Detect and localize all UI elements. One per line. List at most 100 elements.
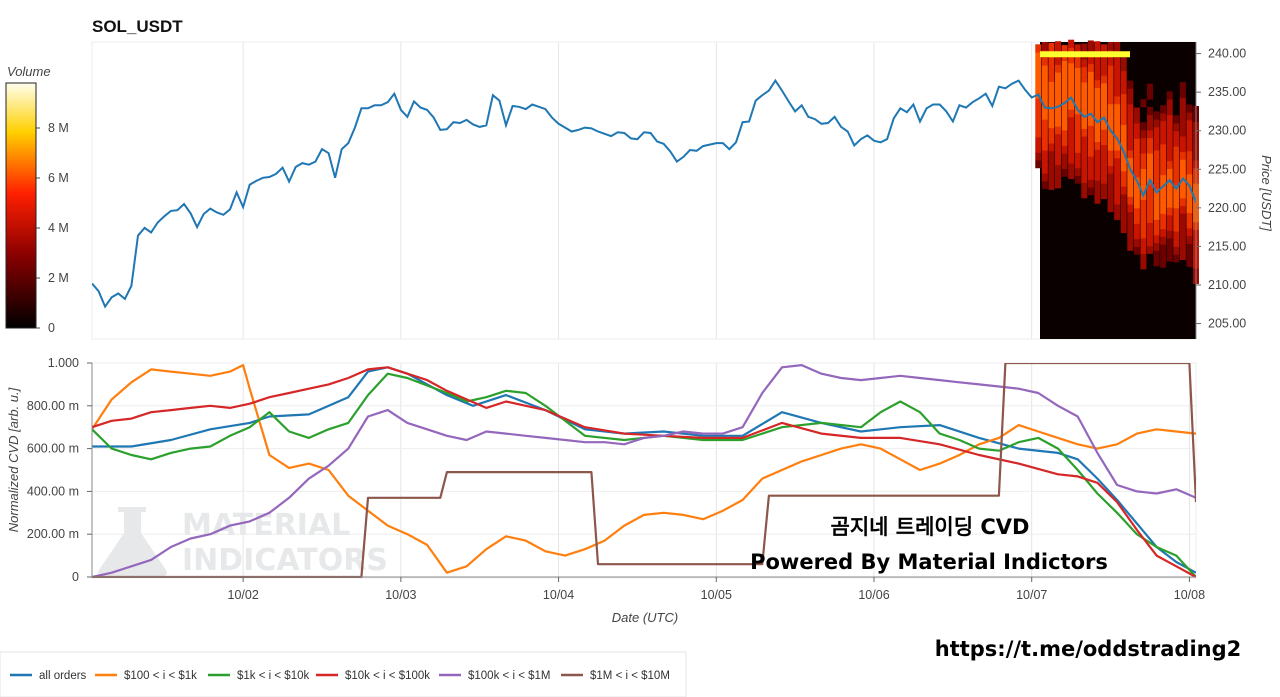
heatmap-cell xyxy=(1133,207,1140,217)
legend-label[interactable]: $1M < i < $10M xyxy=(590,670,670,682)
heatmap-cell xyxy=(1041,142,1048,151)
heatmap-cell xyxy=(1068,124,1075,133)
heatmap-cell xyxy=(1094,110,1101,119)
heatmap-cell xyxy=(1160,213,1167,222)
heatmap-cell xyxy=(1081,66,1088,75)
heatmap-cell xyxy=(1081,128,1088,137)
heatmap-cell xyxy=(1140,230,1147,239)
heatmap-cell xyxy=(1160,228,1167,237)
price-y-ticks: 205.00 210.00 215.00 220.00 225.00 230.00 235.… xyxy=(1195,42,1246,339)
heatmap-cell xyxy=(1094,79,1101,89)
x-ticks: 10/02 10/03 10/04 10/05 10/06 10/07 10/08 xyxy=(92,576,1205,602)
heatmap-cell xyxy=(1160,197,1167,207)
heatmap-cell xyxy=(1173,254,1180,263)
heatmap-cell xyxy=(1094,133,1101,143)
heatmap-cell xyxy=(1087,86,1094,95)
heatmap-cell xyxy=(1120,132,1127,141)
heatmap-cell xyxy=(1173,192,1180,201)
cvd-y-ticks: 0 200.00 m 400.00 m 600.00 m 800.00 m 1.000 xyxy=(27,356,93,584)
heatmap-cell xyxy=(1048,58,1055,67)
legend-label[interactable]: $10k < i < $100k xyxy=(345,670,430,682)
heatmap-cell xyxy=(1133,238,1140,247)
legend-label[interactable]: all orders xyxy=(39,670,87,682)
heatmap-cell xyxy=(1048,173,1055,183)
legend-label[interactable]: $100k < i < $1M xyxy=(468,670,550,682)
price-tick-label: 230.00 xyxy=(1208,124,1246,138)
heatmap-cell xyxy=(1048,112,1055,121)
cvd-line-1 xyxy=(92,364,1196,574)
heatmap-cell xyxy=(1101,152,1107,161)
heatmap-cell xyxy=(1186,204,1193,213)
heatmap-cell xyxy=(1087,187,1094,196)
heatmap-cell xyxy=(1087,148,1094,157)
heatmap-cell xyxy=(1133,123,1140,132)
heatmap-cell xyxy=(1094,187,1101,197)
heatmap-cell xyxy=(1186,258,1193,267)
heatmap-cell xyxy=(1094,141,1101,150)
heatmap-cell xyxy=(1048,127,1055,136)
heatmap-cell xyxy=(1041,111,1048,120)
heatmap-cell xyxy=(1173,207,1180,217)
heatmap-cell xyxy=(1153,134,1160,143)
heatmap-cell xyxy=(1114,72,1121,82)
heatmap-cell xyxy=(1101,98,1107,107)
heatmap-cell xyxy=(1127,111,1134,120)
heatmap-hot-band xyxy=(1040,51,1130,58)
heatmap-cell xyxy=(1153,211,1160,220)
heatmap-cell xyxy=(1035,152,1042,161)
heatmap-cell xyxy=(1068,116,1075,126)
heatmap-cell xyxy=(1035,82,1042,92)
legend-label[interactable]: $100 < i < $1k xyxy=(124,670,197,682)
heatmap-cell xyxy=(1107,196,1114,205)
heatmap-cell xyxy=(1186,220,1193,229)
heatmap-cell xyxy=(1140,237,1147,247)
heatmap-cell xyxy=(1055,72,1061,81)
heatmap-cell xyxy=(1153,219,1160,228)
heatmap-cell xyxy=(1179,143,1186,153)
legend-label[interactable]: $1k < i < $10k xyxy=(237,670,309,682)
heatmap-cell xyxy=(1107,165,1114,174)
heatmap-cell xyxy=(1094,172,1101,181)
heatmap-cell xyxy=(1074,113,1081,122)
heatmap-cell xyxy=(1147,114,1153,123)
heatmap-cell xyxy=(1120,201,1127,210)
heatmap-cell xyxy=(1107,180,1114,190)
heatmap-cell xyxy=(1087,102,1094,111)
heatmap-cell xyxy=(1127,142,1134,151)
heatmap-cell xyxy=(1061,106,1068,116)
heatmap-cell xyxy=(1074,175,1081,184)
heatmap-cell xyxy=(1035,113,1042,122)
heatmap-cell xyxy=(1140,137,1147,146)
heatmap-cell xyxy=(1140,122,1147,131)
heatmap-cell xyxy=(1114,88,1121,97)
heatmap-cell xyxy=(1127,204,1134,213)
heatmap-cell xyxy=(1186,235,1193,244)
heatmap-cell xyxy=(1186,158,1193,167)
telegram-link[interactable]: https://t.me/oddstrading2 xyxy=(935,637,1242,661)
heatmap-cell xyxy=(1055,87,1061,96)
heatmap-cell xyxy=(1101,90,1107,99)
cvd-tick-label: 800.00 m xyxy=(27,399,79,413)
heatmap-cell xyxy=(1186,104,1193,113)
heatmap-cell xyxy=(1041,165,1048,174)
heatmap-cell xyxy=(1147,183,1153,193)
heatmap-cell xyxy=(1127,173,1134,182)
heatmap-cell xyxy=(1147,137,1153,146)
heatmap-cell xyxy=(1101,82,1107,92)
heatmap-cell xyxy=(1068,85,1075,95)
heatmap-cell xyxy=(1160,151,1167,160)
heatmap-cell xyxy=(1153,250,1160,259)
heatmap-cell xyxy=(1107,119,1114,128)
heatmap-cell xyxy=(1041,96,1048,105)
heatmap-cell xyxy=(1114,142,1121,151)
heatmap-cell xyxy=(1061,45,1068,54)
heatmap-cell xyxy=(1160,244,1167,253)
heatmap-cell xyxy=(1120,55,1127,64)
heatmap-cell xyxy=(1061,122,1068,131)
heatmap-cell xyxy=(1087,40,1094,49)
heatmap-cell xyxy=(1173,161,1180,170)
heatmap-cell xyxy=(1081,190,1088,199)
heatmap-cell xyxy=(1074,75,1081,84)
heatmap-cell xyxy=(1041,80,1048,89)
heatmap-cell xyxy=(1107,96,1114,105)
